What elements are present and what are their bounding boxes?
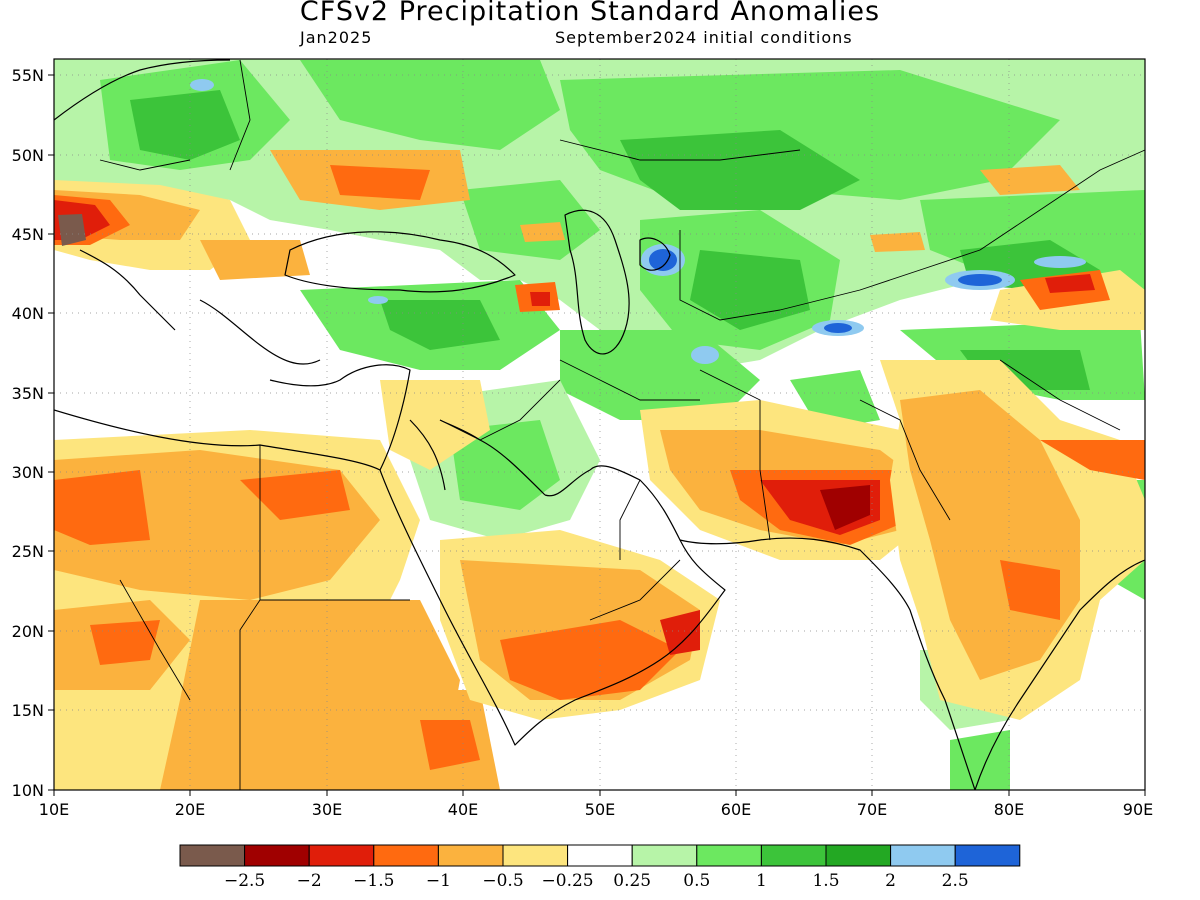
lat-label-25n: 25N bbox=[12, 542, 44, 561]
colorbar: −2.5 −2 −1.5 −1 −0.5 −0.25 0.25 0.5 1 1.5 2 2.5 bbox=[179, 844, 1021, 891]
anomaly-field bbox=[54, 59, 1145, 790]
lat-label-30n: 30N bbox=[12, 463, 44, 482]
valid-month-label: Jan2025 bbox=[300, 28, 373, 47]
colorbar-label: 0.5 bbox=[683, 871, 710, 891]
axis-ticks bbox=[48, 74, 1146, 796]
colorbar-label: 1.5 bbox=[812, 871, 839, 891]
colorbar-label: −2 bbox=[297, 871, 322, 891]
colorbar-label: 2.5 bbox=[942, 871, 969, 891]
lat-label-40n: 40N bbox=[12, 304, 44, 323]
lon-label-50e: 50E bbox=[585, 800, 615, 819]
lon-label-90e: 90E bbox=[1123, 800, 1153, 819]
colorbar-label: −2.5 bbox=[224, 871, 265, 891]
lon-label-10e: 10E bbox=[39, 800, 69, 819]
lat-label-50n: 50N bbox=[12, 146, 44, 165]
colorbar-swatch bbox=[696, 844, 762, 867]
lon-label-30e: 30E bbox=[312, 800, 342, 819]
lon-label-40e: 40E bbox=[448, 800, 478, 819]
lat-label-20n: 20N bbox=[12, 622, 44, 641]
colorbar-swatch bbox=[179, 844, 246, 867]
latitude-labels: 10N 15N 20N 25N 30N 35N 40N 45N 50N 55N bbox=[12, 66, 44, 800]
colorbar-label: −1.5 bbox=[353, 871, 394, 891]
colorbar-label: 2 bbox=[885, 871, 896, 891]
colorbar-label: −1 bbox=[426, 871, 451, 891]
colorbar-swatch bbox=[825, 844, 892, 867]
lon-label-70e: 70E bbox=[857, 800, 887, 819]
map-title: CFSv2 Precipitation Standard Anomalies bbox=[299, 0, 881, 27]
lat-label-35n: 35N bbox=[12, 384, 44, 403]
colorbar-swatch bbox=[244, 844, 310, 867]
coastlines bbox=[54, 59, 1145, 790]
lat-label-55n: 55N bbox=[12, 66, 44, 85]
colorbar-swatch bbox=[502, 844, 569, 867]
colorbar-swatch bbox=[760, 844, 827, 867]
colorbar-label: −0.5 bbox=[482, 871, 523, 891]
lon-label-80e: 80E bbox=[994, 800, 1024, 819]
lon-label-60e: 60E bbox=[721, 800, 751, 819]
colorbar-swatch bbox=[373, 844, 439, 867]
colorbar-label: 0.25 bbox=[613, 871, 651, 891]
lat-label-45n: 45N bbox=[12, 225, 44, 244]
colorbar-swatch bbox=[631, 844, 698, 867]
colorbar-label: −0.25 bbox=[542, 871, 594, 891]
lat-label-10n: 10N bbox=[12, 781, 44, 800]
dry-anomaly-regions bbox=[54, 150, 1145, 790]
longitude-labels: 10E 20E 30E 40E 50E 60E 70E 80E 90E bbox=[39, 800, 1153, 819]
colorbar-swatch bbox=[308, 844, 375, 867]
colorbar-swatch bbox=[890, 844, 956, 867]
colorbar-swatch bbox=[954, 844, 1021, 867]
lat-label-15n: 15N bbox=[12, 701, 44, 720]
colorbar-swatch bbox=[437, 844, 504, 867]
initial-conditions-label: September2024 initial conditions bbox=[555, 28, 853, 47]
colorbar-swatch bbox=[567, 844, 633, 867]
country-borders bbox=[99, 59, 1145, 790]
lon-label-20e: 20E bbox=[175, 800, 205, 819]
colorbar-label: 1 bbox=[756, 871, 767, 891]
